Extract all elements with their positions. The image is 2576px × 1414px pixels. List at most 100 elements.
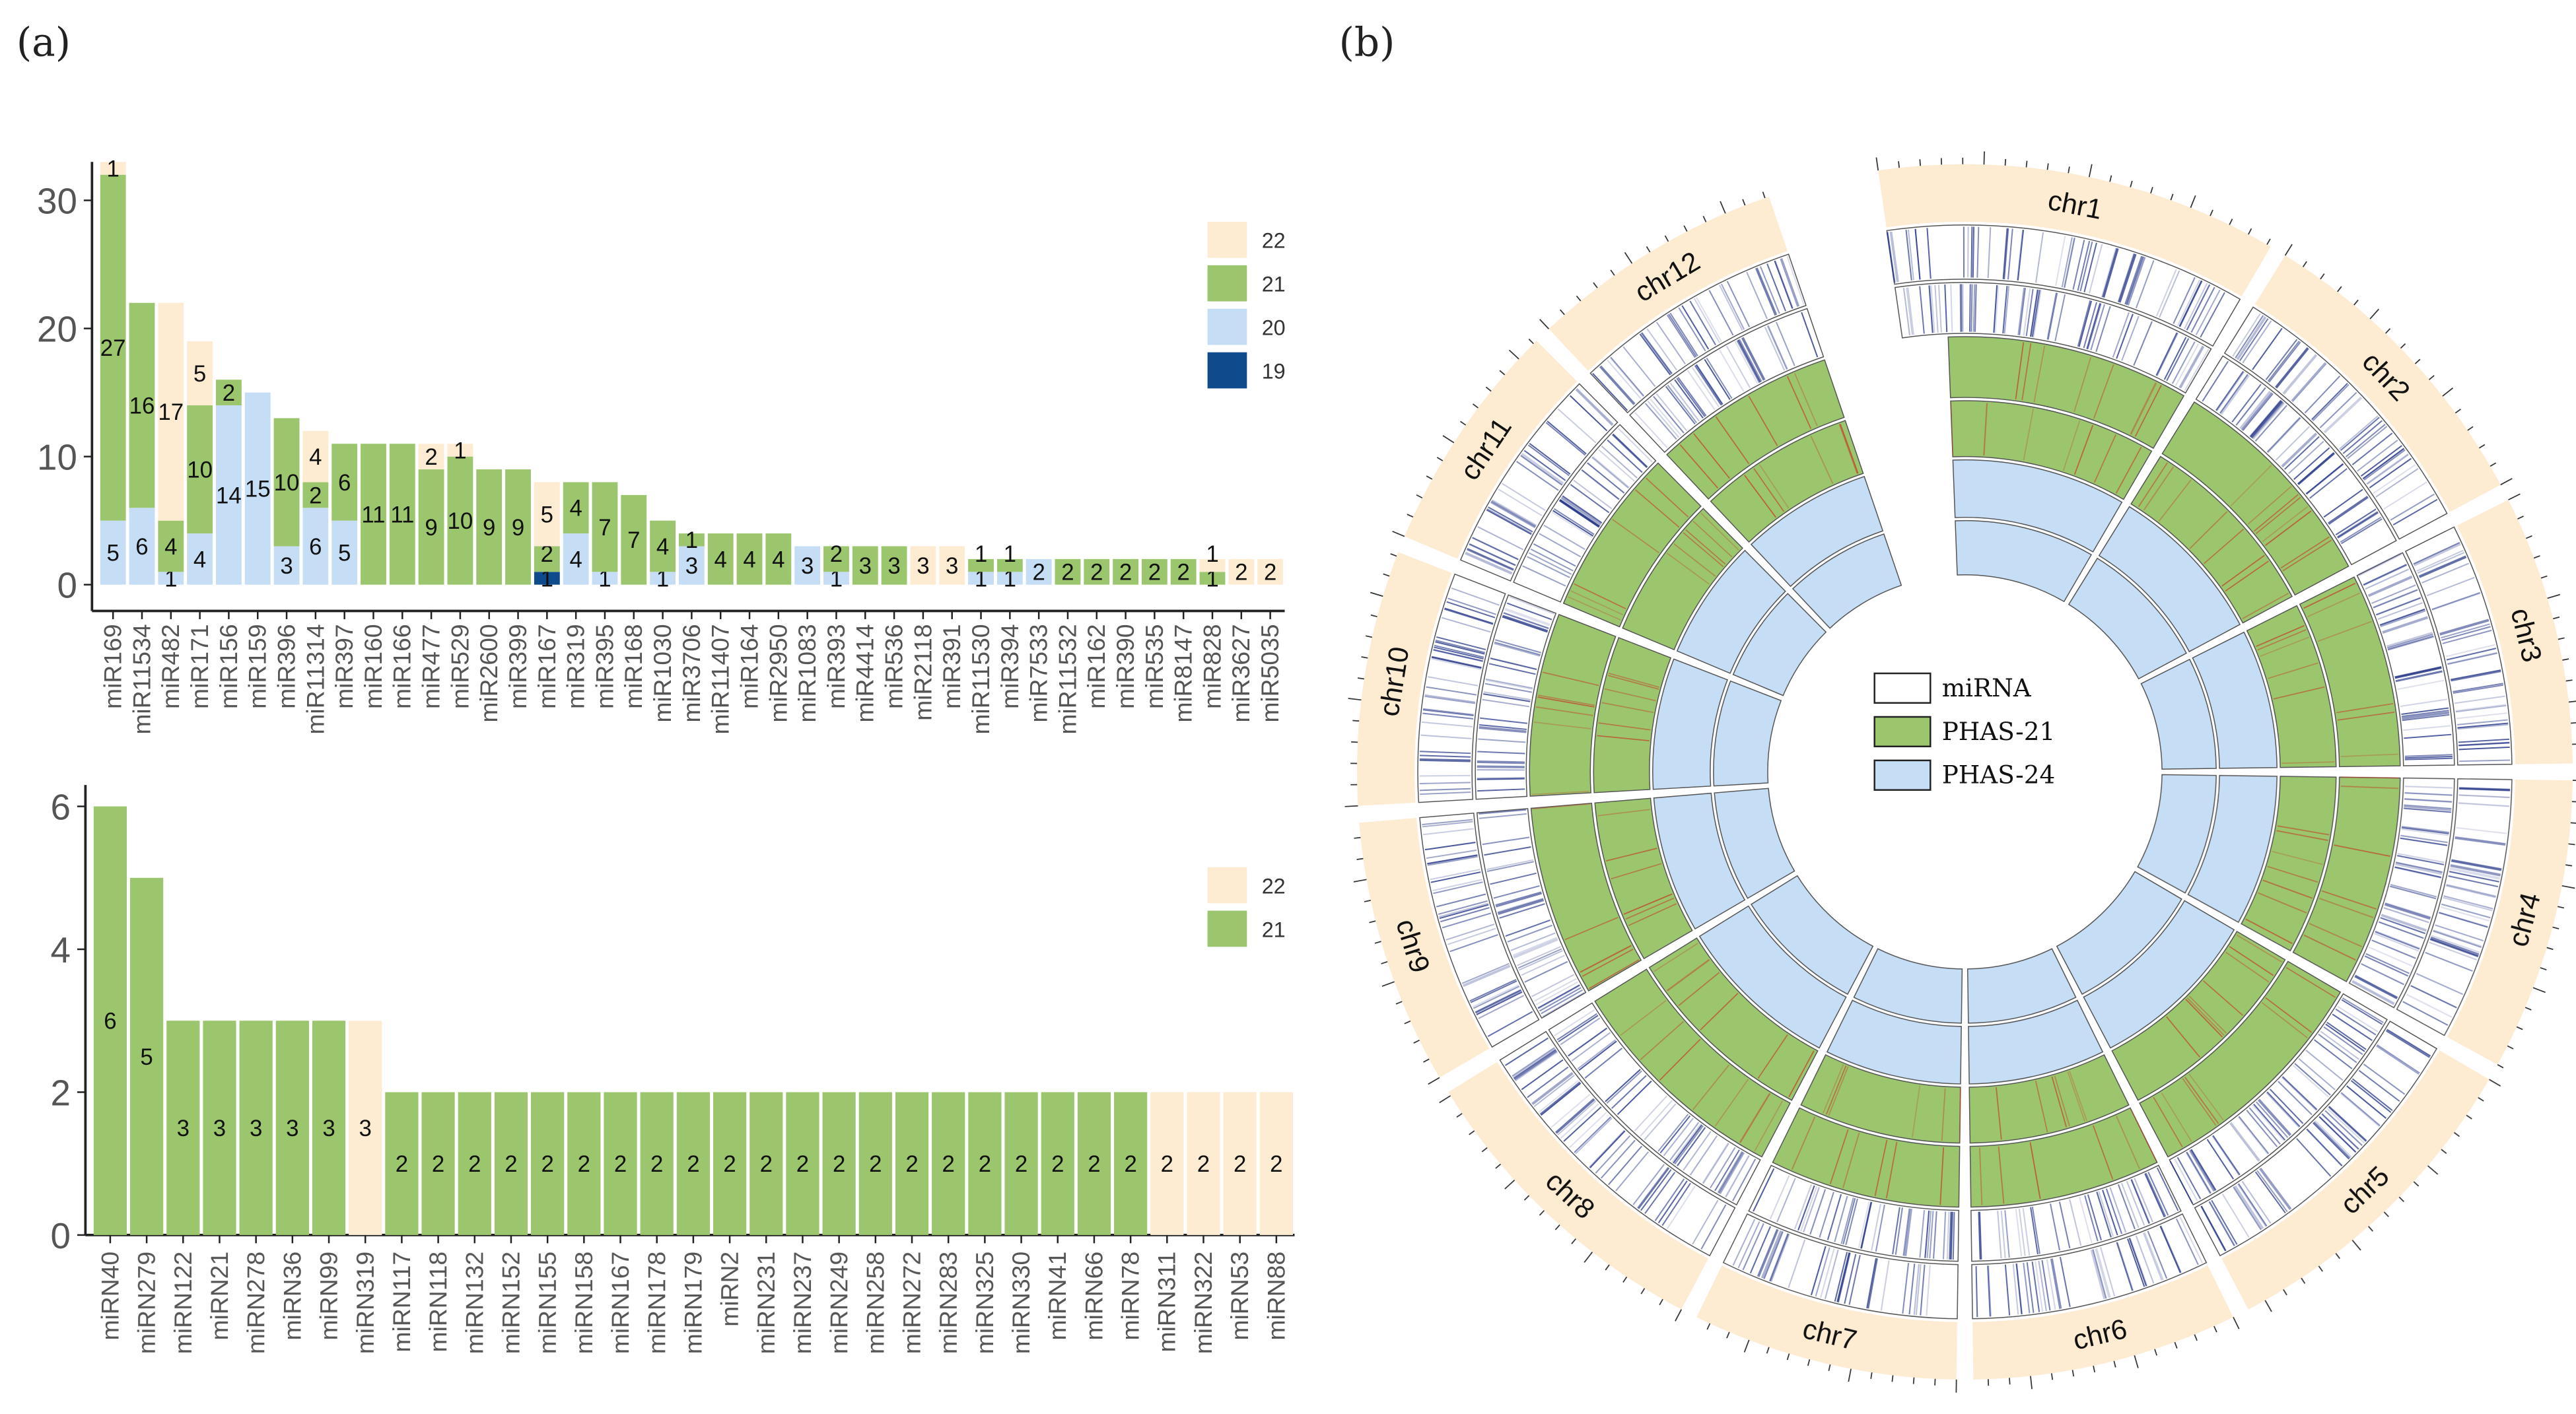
legend-label: miRNA xyxy=(1942,673,2032,702)
scale-tick xyxy=(2478,1098,2484,1101)
scale-tick xyxy=(2571,723,2576,724)
scale-tick xyxy=(1605,1265,1609,1270)
scale-tick xyxy=(2233,1317,2239,1329)
scale-tick xyxy=(1828,1364,1830,1371)
scale-tick xyxy=(1345,806,1358,807)
scale-tick xyxy=(2068,166,2070,173)
scale-tick xyxy=(2455,409,2460,413)
scale-tick xyxy=(2214,1326,2217,1332)
scale-tick xyxy=(2303,261,2307,267)
scale-tick xyxy=(1767,1347,1769,1353)
scale-tick xyxy=(1352,720,1359,721)
scale-tick xyxy=(2541,576,2547,578)
scale-tick xyxy=(2338,286,2342,292)
scale-tick xyxy=(2134,1355,2138,1368)
scale-tick xyxy=(2155,1349,2157,1355)
scale-tick xyxy=(2566,680,2573,681)
scale-tick xyxy=(2518,516,2524,519)
scale-tick xyxy=(2301,1278,2305,1283)
scale-tick xyxy=(2454,1133,2459,1137)
scale-tick xyxy=(1443,436,1454,443)
scale-tick xyxy=(2285,244,2292,255)
scale-tick xyxy=(2073,1370,2074,1376)
mirna-locus-line xyxy=(1971,284,1972,331)
scale-tick xyxy=(1808,1359,1810,1366)
scale-tick xyxy=(1407,514,1413,517)
scale-tick xyxy=(2468,426,2473,430)
scale-tick xyxy=(1707,1324,1710,1330)
scale-tick xyxy=(1572,1239,1576,1244)
scale-tick xyxy=(2210,210,2213,216)
scale-tick xyxy=(2175,1342,2176,1348)
scale-tick xyxy=(2415,359,2419,364)
scale-tick xyxy=(2534,556,2540,558)
scale-tick xyxy=(2114,1361,2115,1368)
scale-tick xyxy=(1611,270,1615,275)
scale-tick xyxy=(1593,283,1597,288)
scale-tick xyxy=(1510,350,1519,359)
scale-tick xyxy=(1486,387,1491,391)
scale-tick xyxy=(2318,1266,2322,1271)
scale-tick xyxy=(2443,388,2453,396)
scale-tick xyxy=(1745,1340,1749,1353)
scale-tick xyxy=(2540,968,2546,970)
scale-tick xyxy=(2414,1182,2418,1186)
scale-tick xyxy=(1391,554,1397,556)
scale-tick xyxy=(1703,216,1706,222)
scale-tick xyxy=(1684,226,1687,232)
scale-tick xyxy=(2089,164,2092,177)
scale-tick xyxy=(1871,1372,1872,1379)
scale-tick xyxy=(1641,1289,1644,1294)
scale-tick xyxy=(2384,1212,2388,1217)
scale-tick xyxy=(2047,163,2048,170)
scale-tick xyxy=(1366,636,1372,637)
scale-tick xyxy=(1375,941,1381,943)
scale-tick xyxy=(2400,344,2405,349)
scale-tick xyxy=(1370,592,1383,596)
scale-tick xyxy=(1496,1164,1501,1168)
scale-tick xyxy=(2428,1166,2438,1174)
scale-tick xyxy=(1625,252,1632,263)
scale-tick xyxy=(2565,865,2572,866)
scale-tick xyxy=(1381,962,1387,964)
scale-tick xyxy=(1369,921,1375,922)
scale-tick xyxy=(2320,274,2324,279)
phas-locus-line xyxy=(2341,777,2398,778)
scale-tick xyxy=(1396,1001,1402,1004)
scale-tick xyxy=(2548,595,2560,599)
scale-tick xyxy=(2517,1027,2523,1029)
scale-tick xyxy=(2009,1378,2010,1384)
scale-tick xyxy=(2501,479,2513,485)
scale-tick xyxy=(1354,879,1367,882)
mirna-locus-line xyxy=(1477,767,1525,768)
scale-tick xyxy=(2509,494,2521,500)
scale-tick xyxy=(1364,900,1371,902)
scale-tick xyxy=(2399,1197,2404,1201)
scale-tick xyxy=(1584,1252,1592,1263)
scale-tick xyxy=(2553,617,2559,619)
scale-tick xyxy=(2005,159,2006,166)
scale-tick xyxy=(1460,421,1465,425)
scale-tick xyxy=(2558,638,2565,639)
scale-tick xyxy=(2265,1300,2272,1312)
mirna-locus-line xyxy=(1477,762,1525,763)
mirna-locus-line xyxy=(1971,226,1972,277)
scale-tick xyxy=(2283,1289,2287,1295)
scale-tick xyxy=(2093,1366,2095,1372)
scale-tick xyxy=(2553,927,2559,929)
scale-tick xyxy=(1426,476,1432,479)
scale-tick xyxy=(1457,1114,1462,1118)
scale-tick xyxy=(2151,187,2153,193)
scale-tick xyxy=(1348,698,1362,700)
scale-tick xyxy=(2248,228,2252,234)
scale-tick xyxy=(1623,1277,1627,1282)
scale-tick xyxy=(1763,192,1765,198)
scale-tick xyxy=(1560,310,1565,314)
scale-tick xyxy=(1383,574,1389,576)
scale-tick xyxy=(2369,1227,2373,1231)
scale-tick xyxy=(1440,1096,1451,1103)
legend-swatch-phas-21 xyxy=(1875,717,1931,747)
scale-tick xyxy=(2429,376,2435,380)
